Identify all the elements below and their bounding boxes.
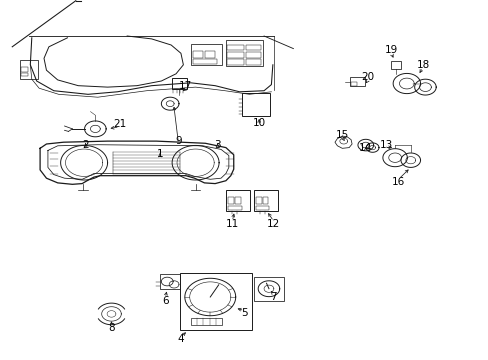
Text: 12: 12 [266, 219, 280, 229]
Bar [234, 197, 240, 204]
Text: 5: 5 [241, 308, 247, 318]
Text: 3: 3 [214, 140, 221, 150]
Bar [190, 318, 222, 325]
Text: 13: 13 [379, 140, 392, 150]
Bar [245, 52, 260, 58]
Bar [180, 273, 252, 330]
Bar [245, 45, 260, 50]
Bar [20, 60, 38, 79]
Bar [262, 197, 268, 204]
Bar [193, 51, 203, 58]
Bar [227, 45, 244, 50]
Bar [172, 78, 186, 89]
Text: 18: 18 [415, 60, 429, 70]
Bar [226, 190, 249, 211]
Bar [254, 277, 283, 301]
Bar [350, 82, 356, 86]
Bar [245, 59, 260, 65]
Text: 17: 17 [179, 81, 192, 91]
Text: 20: 20 [361, 72, 374, 82]
Bar [20, 67, 28, 72]
Bar [390, 61, 400, 69]
Bar [225, 40, 262, 66]
Text: 9: 9 [175, 136, 182, 146]
Bar [205, 51, 215, 58]
Text: 8: 8 [108, 323, 115, 333]
Bar [227, 52, 244, 58]
Text: 7: 7 [270, 292, 277, 302]
Bar [20, 73, 28, 76]
Text: 11: 11 [225, 219, 239, 229]
Bar [227, 206, 241, 210]
Text: 2: 2 [82, 140, 89, 150]
Text: 21: 21 [113, 119, 126, 129]
Bar [227, 197, 233, 204]
Text: 16: 16 [391, 177, 405, 187]
Bar [193, 59, 216, 64]
Text: 4: 4 [177, 334, 184, 344]
Text: 19: 19 [384, 45, 397, 55]
Bar [190, 44, 222, 65]
Bar [349, 77, 365, 86]
Bar [255, 197, 261, 204]
Text: 15: 15 [335, 130, 348, 140]
Bar [160, 274, 180, 289]
Text: 10: 10 [252, 118, 265, 128]
Text: 14: 14 [358, 143, 372, 153]
Bar [227, 59, 244, 65]
Bar [242, 93, 270, 116]
Text: 1: 1 [156, 149, 163, 159]
Text: 6: 6 [162, 296, 168, 306]
Bar [254, 190, 277, 211]
Bar [255, 206, 269, 210]
